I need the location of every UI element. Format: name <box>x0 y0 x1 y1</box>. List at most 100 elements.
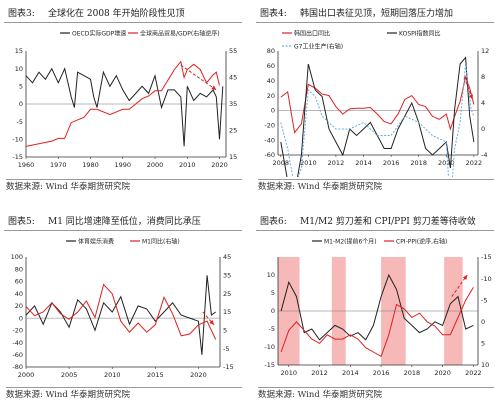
y-left-tick-label: 5 <box>271 289 275 297</box>
y-right-tick-label: 25 <box>223 290 231 298</box>
trend-arrow-head <box>211 85 217 90</box>
y-left-tick-label: -60 <box>264 151 275 159</box>
series-line <box>280 56 475 177</box>
y-left-tick-label: 40 <box>267 77 275 85</box>
x-tick-label: 2015 <box>147 371 164 379</box>
figure-header: 图表3: 全球化在 2008 年开始阶段性见顶 <box>4 6 242 23</box>
x-tick-label: 2016 <box>383 159 400 167</box>
y-right-tick-label: -4 <box>481 151 487 159</box>
y-right-tick-label: 10 <box>481 361 489 369</box>
y-right-tick-label: 45 <box>223 253 231 261</box>
series-line <box>280 63 475 177</box>
y-right-tick-label: 0 <box>481 125 485 133</box>
legend-label: M1同比(右轴) <box>142 237 180 245</box>
trend-arrow-head <box>209 320 214 325</box>
figure-source: 数据来源: Wind 华泰期货研究院 <box>6 387 242 402</box>
figure-header: 图表4: 韩国出口表征见顶，短期回落压力增加 <box>256 6 494 23</box>
x-tick-label: 2014 <box>342 369 359 377</box>
legend-label: CPI-PPI(逆序,右轴) <box>396 237 447 245</box>
figure-header: 图表6: M1/M2 剪刀差和 CPI/PPI 剪刀差等待收敛 <box>256 214 494 231</box>
chart-area: 1960 1970 1980 1990 2000 2010 2020151050-5-10-… <box>12 29 237 169</box>
y-left-tick-label: 80 <box>15 265 23 273</box>
x-tick-label: 2010 <box>280 369 297 377</box>
y-left-tick-label: 20 <box>15 302 23 310</box>
legend-label: M1-M2(提前6个月) <box>324 237 377 245</box>
x-tick-label: 2020 <box>438 159 455 167</box>
x-tick-label: 2012 <box>311 369 328 377</box>
x-tick-label: 1990 <box>115 161 132 169</box>
y-right-tick-label: -15 <box>481 253 492 261</box>
x-tick-label: 2000 <box>18 371 35 379</box>
series-line <box>25 275 216 355</box>
x-tick-label: 2022 <box>466 159 483 167</box>
y-left-tick-label: -5 <box>17 118 23 126</box>
figure-number: 图表3: <box>8 9 35 19</box>
figure-source: 数据来源: Wind 华泰期货研究院 <box>6 179 242 194</box>
x-tick-label: 2022 <box>465 369 482 377</box>
figure-number: 图表6: <box>260 217 287 227</box>
x-tick-label: 2005 <box>61 371 78 379</box>
legend-label: G7工业生产(右轴) <box>294 42 343 50</box>
y-left-tick-label: -10 <box>12 136 23 144</box>
y-left-tick-label: 60 <box>267 62 275 70</box>
y-left-tick-label: -20 <box>264 121 275 129</box>
x-tick-label: 1970 <box>50 161 67 169</box>
series-line <box>280 286 474 358</box>
y-left-tick-label: 10 <box>267 271 275 279</box>
x-tick-label: 2012 <box>328 159 345 167</box>
y-right-tick-label: 55 <box>229 47 237 55</box>
y-right-tick-label: 12 <box>481 47 489 55</box>
trend-arrow-head <box>468 94 473 100</box>
y-right-tick-label: 15 <box>229 153 237 161</box>
y-left-tick-label: -5 <box>269 325 275 333</box>
y-left-tick-label: 40 <box>15 290 23 298</box>
y-right-tick-label: 4 <box>481 99 485 107</box>
y-left-tick-label: 0 <box>271 307 275 315</box>
figure-panel-4: 图表4: 韩国出口表征见顶，短期回落压力增加 2008 2010 2012 2014 2… <box>252 0 500 205</box>
y-left-tick-label: -60 <box>12 351 23 359</box>
chart-area: 2008 2010 2012 2014 2016 2018 2020 202280604020… <box>264 29 489 177</box>
x-tick-label: 2016 <box>373 369 390 377</box>
y-left-tick-label: -15 <box>264 361 275 369</box>
series-line <box>280 75 475 134</box>
x-tick-label: 2010 <box>104 371 121 379</box>
legend-label: 体育娱乐消费 <box>78 237 114 245</box>
x-tick-label: 2020 <box>190 371 207 379</box>
legend-label: 全球商品贸易/GDP(右轴逆序) <box>140 29 220 37</box>
y-left-tick-label: 100 <box>11 253 23 261</box>
y-left-tick-label: -10 <box>264 343 275 351</box>
y-left-tick-label: 0 <box>19 100 23 108</box>
y-right-tick-label: 5 <box>481 340 485 348</box>
y-right-tick-label: 5 <box>223 327 227 335</box>
y-left-tick-label: 15 <box>15 47 23 55</box>
figure-number: 图表4: <box>260 9 287 19</box>
y-right-tick-label: 8 <box>481 73 485 81</box>
x-tick-label: 1960 <box>18 161 35 169</box>
x-tick-label: 2010 <box>179 161 196 169</box>
y-left-tick-label: -40 <box>264 136 275 144</box>
series-line <box>25 67 224 147</box>
figure-panel-3: 图表3: 全球化在 2008 年开始阶段性见顶 1960 1970 1980 1990… <box>0 0 248 205</box>
y-left-tick-label: 0 <box>271 107 275 115</box>
y-right-tick-label: 45 <box>229 74 237 82</box>
y-right-tick-label: -15 <box>223 363 234 371</box>
legend-label: 韩国出口同比 <box>294 29 330 37</box>
figure-title: 韩国出口表征见顶，短期回落压力增加 <box>300 9 454 19</box>
chart-area: 2010 2012 2014 2016 2018 2020 20221050-5-10-15… <box>264 237 492 377</box>
y-left-tick-label: 20 <box>267 92 275 100</box>
trend-arrow <box>180 64 217 91</box>
x-tick-label: 2018 <box>410 159 427 167</box>
figure-title: M1 同比增速降至低位，消费同比承压 <box>48 217 201 227</box>
x-tick-label: 1980 <box>82 161 99 169</box>
series-line <box>280 273 474 341</box>
x-tick-label: 2014 <box>355 159 372 167</box>
y-left-tick-label: 80 <box>267 47 275 55</box>
y-right-tick-label: 35 <box>223 272 231 280</box>
y-right-tick-label: -10 <box>481 275 492 283</box>
figure-title: 全球化在 2008 年开始阶段性见顶 <box>48 9 185 19</box>
figure-panel-5: 图表5: M1 同比增速降至低位，消费同比承压 2000 2005 2010 2015… <box>0 208 248 413</box>
y-right-tick-label: 35 <box>229 100 237 108</box>
y-right-tick-label: 25 <box>229 127 237 135</box>
y-left-tick-label: -20 <box>12 327 23 335</box>
trend-arrow-head <box>462 275 468 280</box>
